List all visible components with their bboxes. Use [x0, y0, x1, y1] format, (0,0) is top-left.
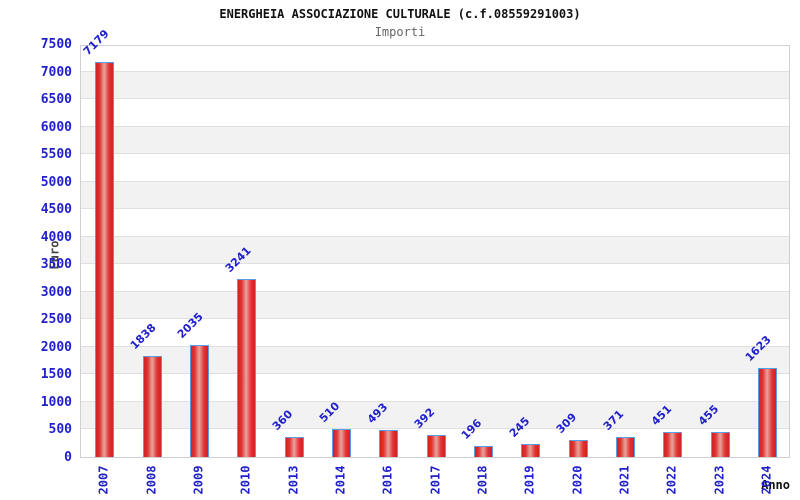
x-tick-label: 2009	[181, 463, 215, 497]
x-tick-text: 2016	[380, 465, 395, 495]
x-tick-label: 2019	[513, 463, 547, 497]
grid-band	[81, 236, 789, 265]
gridline	[81, 70, 789, 72]
y-tick-label: 4000	[40, 229, 72, 245]
x-tick-text: 2010	[238, 465, 253, 495]
y-tick-label: 7000	[40, 64, 72, 80]
x-tick-label: 2022	[655, 463, 689, 497]
y-tick-label: 5500	[40, 147, 72, 163]
y-tick-label: 1500	[40, 367, 72, 383]
x-tick-text: 2017	[428, 465, 442, 495]
y-tick-label: 500	[48, 422, 72, 438]
gridline	[81, 428, 789, 430]
y-tick-label: 2500	[40, 312, 72, 328]
y-tick-label: 0	[64, 450, 72, 465]
x-tick-label: 2014	[323, 463, 357, 497]
gridline	[81, 263, 789, 265]
gridline	[81, 235, 789, 237]
gridline	[81, 400, 789, 402]
y-tick-label: 3000	[40, 284, 72, 300]
bar	[663, 432, 683, 457]
gridline	[81, 153, 789, 155]
x-tick-label: 2021	[607, 463, 641, 497]
gridline	[81, 180, 789, 182]
x-tick-text: 2007	[96, 465, 111, 495]
grid-band	[81, 181, 789, 210]
bar	[95, 61, 115, 457]
gridline	[81, 290, 789, 292]
x-tick-text: 2018	[475, 465, 490, 495]
grid-band	[81, 126, 789, 155]
x-tick-label: 2016	[371, 463, 405, 497]
y-tick-label: 2000	[40, 339, 72, 355]
y-tick-label: 7500	[40, 37, 72, 52]
x-tick-label: 2010	[229, 463, 263, 497]
gridline	[81, 125, 789, 127]
chart-title: ENERGHEIA ASSOCIAZIONE CULTURALE (c.f.08…	[219, 7, 581, 21]
x-axis-title: Anno	[761, 478, 790, 492]
y-tick-label: 6000	[40, 119, 72, 135]
bar	[568, 440, 588, 457]
x-tick-text: 2022	[664, 465, 679, 495]
y-tick-label: 1000	[40, 394, 72, 410]
x-tick-text: 2021	[617, 465, 632, 495]
x-tick-label: 2024	[749, 463, 783, 497]
x-tick-label: 2017	[418, 463, 452, 497]
x-tick-text: 2024	[759, 465, 774, 495]
x-tick-text: 2008	[144, 465, 158, 495]
x-tick-label: 2007	[87, 463, 121, 497]
grid-band	[81, 346, 789, 375]
bar	[473, 446, 493, 457]
x-tick-label: 2018	[465, 463, 499, 497]
gridline	[81, 98, 789, 100]
x-tick-label: 2013	[276, 463, 310, 497]
bar	[237, 278, 257, 457]
gridline	[81, 318, 789, 320]
bar	[615, 436, 635, 457]
plot-area	[80, 45, 790, 458]
bar	[757, 367, 777, 457]
grid-band	[81, 291, 789, 320]
gridline	[81, 345, 789, 347]
bar	[142, 355, 162, 457]
x-tick-text: 2019	[522, 465, 537, 495]
bar	[710, 431, 730, 457]
y-tick-label: 5000	[40, 174, 72, 190]
y-tick-label: 6500	[40, 92, 72, 108]
x-tick-label: 2023	[702, 463, 736, 497]
x-tick-text: 2020	[570, 465, 584, 495]
bar	[284, 437, 304, 457]
bar	[189, 344, 209, 457]
bar	[521, 443, 541, 457]
x-tick-label: 2020	[560, 463, 594, 497]
x-tick-label: 2008	[134, 463, 168, 497]
bar	[331, 428, 351, 457]
bar	[426, 435, 446, 457]
gridline	[81, 373, 789, 375]
grid-band	[81, 71, 789, 100]
x-tick-text: 2009	[191, 465, 206, 495]
x-tick-text: 2014	[333, 465, 348, 495]
gridline	[81, 208, 789, 210]
bar	[379, 429, 399, 457]
y-tick-label: 4500	[40, 202, 72, 218]
x-tick-text: 2013	[286, 465, 300, 495]
x-tick-text: 2023	[712, 465, 726, 495]
y-tick-label: 3500	[40, 257, 72, 273]
chart-subtitle: Importi	[374, 25, 426, 39]
